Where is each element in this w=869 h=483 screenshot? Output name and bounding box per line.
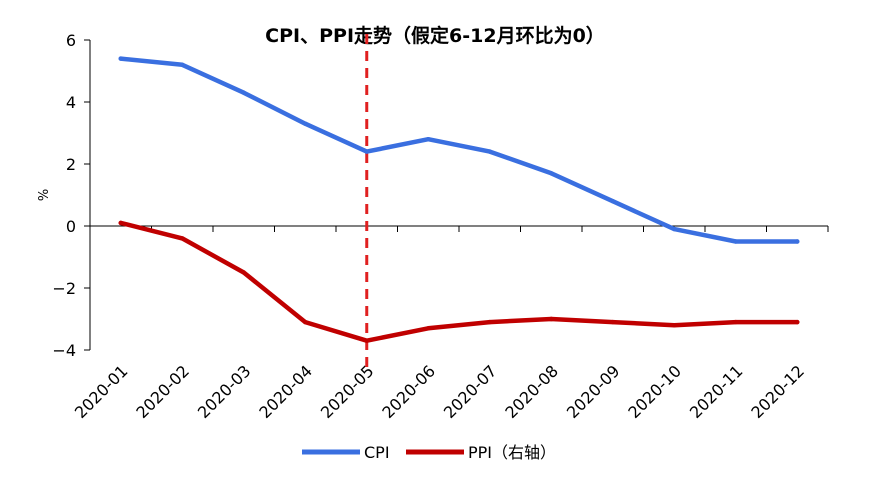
data-point	[610, 319, 615, 325]
y-tick-label: 4	[66, 93, 76, 112]
data-point	[672, 323, 677, 328]
x-tick-label: 2020-05	[317, 361, 378, 422]
data-point	[733, 319, 738, 325]
data-point	[303, 319, 308, 325]
legend: CPI PPI（右轴）	[302, 443, 556, 462]
x-tick-label: 2020-10	[624, 361, 685, 422]
data-point	[487, 149, 492, 154]
legend-label: CPI	[364, 443, 390, 462]
data-point	[549, 171, 554, 176]
data-point	[364, 338, 369, 343]
data-point	[487, 319, 492, 325]
y-tick-label: 2	[66, 155, 76, 174]
data-point	[241, 90, 246, 95]
data-point	[795, 319, 800, 325]
x-tick-label: 2020-01	[71, 361, 132, 422]
data-point	[426, 326, 431, 331]
data-point	[303, 121, 308, 126]
y-tick-label: −4	[52, 341, 76, 360]
series-line-cpi	[118, 56, 800, 244]
y-tick-label: −2	[52, 279, 76, 298]
x-tick-label: 2020-12	[747, 361, 808, 422]
x-tick-label: 2020-03	[194, 361, 255, 422]
data-point	[180, 236, 185, 241]
chart-title: CPI、PPI走势（假定6-12月环比为0）	[265, 24, 605, 47]
y-tick-label: 6	[66, 31, 76, 50]
data-point	[549, 316, 554, 322]
x-tick-label: 2020-07	[440, 361, 501, 422]
y-tick-label: 0	[66, 217, 76, 236]
legend-item-ppi: PPI（右轴）	[406, 443, 556, 462]
data-point	[118, 220, 123, 226]
legend-label: PPI（右轴）	[468, 443, 556, 462]
x-tick-label: 2020-02	[132, 361, 193, 422]
series-lines	[118, 56, 800, 343]
legend-item-cpi: CPI	[302, 443, 390, 462]
x-tick-label: 2020-08	[501, 361, 562, 422]
data-point	[610, 199, 615, 204]
data-point	[672, 226, 677, 232]
data-point	[733, 239, 738, 244]
x-tick-label: 2020-06	[378, 361, 439, 422]
x-tick-label: 2020-04	[255, 361, 316, 422]
data-point	[180, 62, 185, 67]
x-tick-label: 2020-09	[563, 361, 624, 422]
data-point	[426, 137, 431, 142]
y-axis-label: %	[37, 189, 52, 201]
data-point	[118, 56, 123, 61]
series-line-ppi	[118, 220, 800, 343]
data-point	[241, 270, 246, 275]
data-point	[795, 239, 800, 244]
x-tick-label: 2020-11	[686, 361, 747, 422]
data-point	[364, 149, 369, 154]
